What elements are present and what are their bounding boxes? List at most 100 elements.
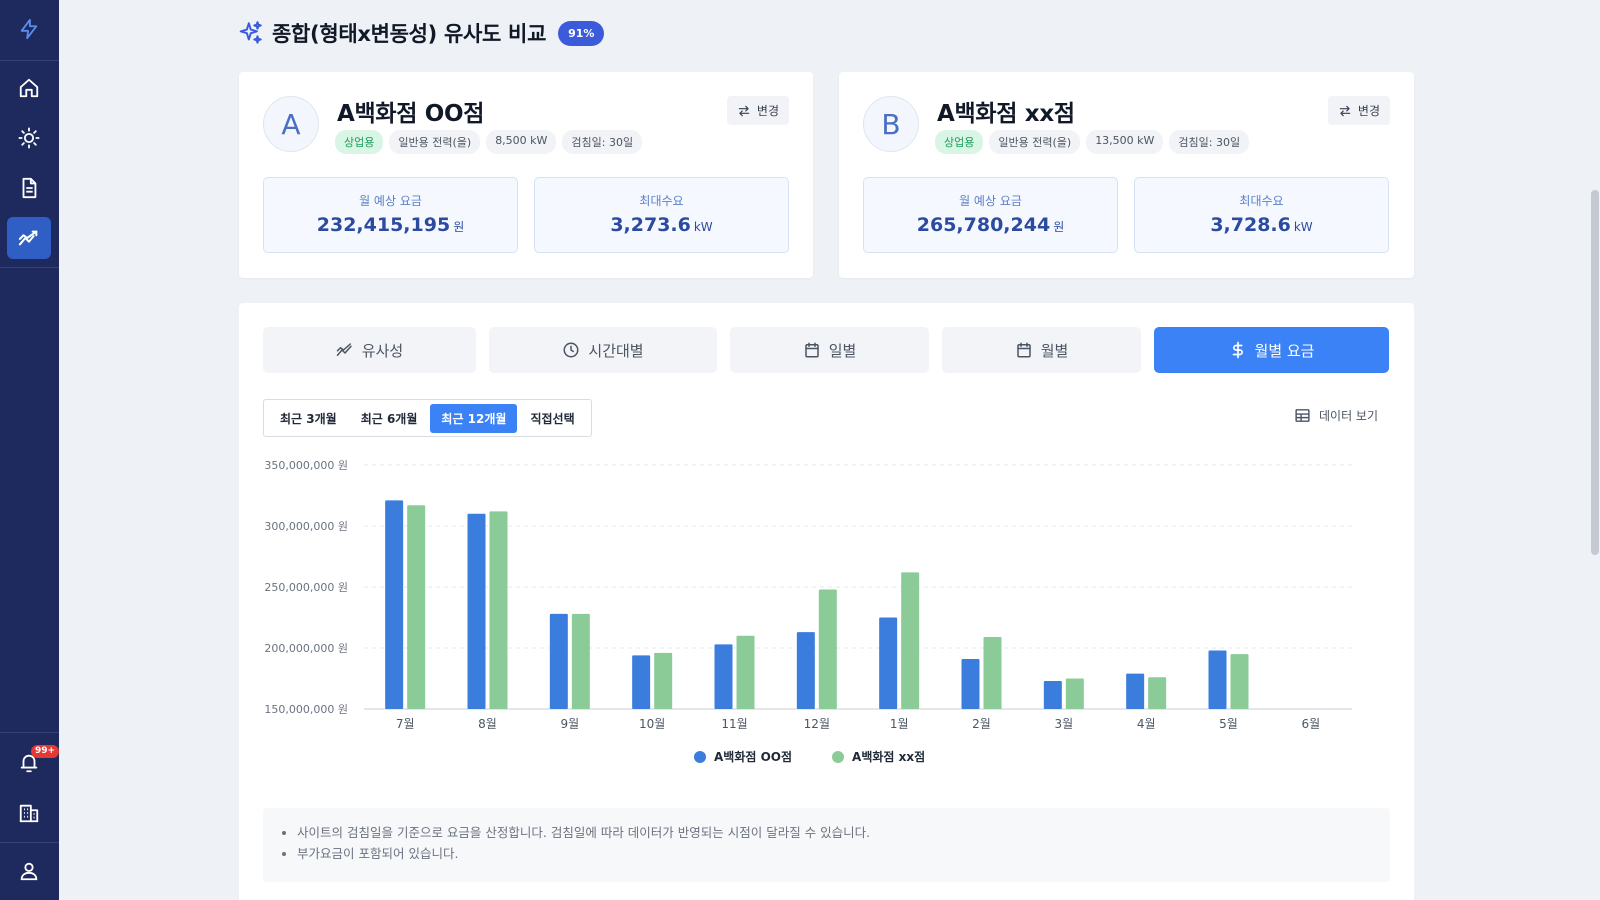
monthly-fee-chart: 350,000,000 원 300,000,000 원 250,000,000 원 2… xyxy=(264,459,1352,731)
bar-site-a xyxy=(632,655,651,709)
app-logo[interactable] xyxy=(7,8,51,50)
sun-icon xyxy=(18,127,40,149)
site-name: A백화점 xx점 xyxy=(937,101,1075,127)
building-icon xyxy=(19,804,39,823)
y-tick-label: 350,000,000 원 xyxy=(264,459,348,472)
bar-site-a xyxy=(796,632,815,709)
calendar-icon xyxy=(1016,342,1031,358)
x-tick-label: 7월 xyxy=(396,717,415,731)
user-icon xyxy=(20,862,38,881)
monthly-fee-stat: 월 예상 요금 232,415,195 원 xyxy=(263,177,518,253)
notification-count-badge: 99+ xyxy=(31,745,60,758)
x-tick-label: 5월 xyxy=(1219,717,1238,731)
site-card-b: B A백화점 xx점 상업용 일반용 전력(을) 13,500 kW 검침일: … xyxy=(839,72,1414,278)
stat-label: 최대수요 xyxy=(1239,194,1284,208)
x-tick-label: 2월 xyxy=(972,717,991,731)
sidebar-item-reports[interactable] xyxy=(7,167,51,209)
period-selector: 최근 3개월 최근 6개월 최근 12개월 직접선택 xyxy=(263,399,592,437)
change-site-button[interactable]: 변경 xyxy=(1327,96,1390,125)
data-view-button[interactable]: 데이터 보기 xyxy=(1294,407,1378,424)
x-tick-label: 9월 xyxy=(560,717,579,731)
sidebar: 99+ xyxy=(0,0,60,900)
legend-item: A백화점 xx점 xyxy=(832,748,925,765)
page-header: 종합(형태x변동성) 유사도 비교 91% xyxy=(238,16,605,50)
tab-label: 월별 xyxy=(1040,341,1069,360)
y-tick-label: 300,000,000 원 xyxy=(264,520,348,533)
site-avatar: B xyxy=(863,96,919,152)
stat-unit: kW xyxy=(693,220,713,234)
x-tick-label: 12월 xyxy=(804,717,830,731)
bar-site-b xyxy=(654,652,673,709)
bar-site-a xyxy=(385,500,404,709)
tab-label: 일별 xyxy=(828,341,857,360)
change-site-button[interactable]: 변경 xyxy=(726,96,789,125)
bar-site-a xyxy=(879,617,898,709)
home-icon xyxy=(19,78,39,98)
trend-chart-icon xyxy=(18,230,38,246)
period-3-months-button[interactable]: 최근 3개월 xyxy=(280,411,337,426)
page-scrollbar[interactable] xyxy=(1590,0,1600,900)
contract-power-tag: 8,500 kW xyxy=(486,130,557,154)
site-tags: 상업용 일반용 전력(을) 8,500 kW 검침일: 30일 xyxy=(335,130,643,154)
y-tick-label: 250,000,000 원 xyxy=(264,581,348,594)
peak-demand-stat: 최대수요 3,273.6 kW xyxy=(534,177,789,253)
stat-label: 월 예상 요금 xyxy=(959,194,1022,208)
document-icon xyxy=(22,177,37,199)
category-tag: 상업용 xyxy=(935,130,984,154)
legend-dot xyxy=(694,750,706,763)
bar-site-a xyxy=(549,613,568,709)
x-tick-label: 6월 xyxy=(1301,717,1320,731)
x-tick-label: 10월 xyxy=(639,717,665,731)
bar-site-b xyxy=(1065,678,1084,709)
x-tick-label: 8월 xyxy=(478,717,497,731)
y-tick-label: 150,000,000 원 xyxy=(264,703,348,716)
sparkle-icon xyxy=(239,21,262,44)
similarity-badge: 91% xyxy=(558,20,605,46)
stat-value: 265,780,244 xyxy=(916,214,1051,236)
period-6-months-button[interactable]: 최근 6개월 xyxy=(360,411,418,426)
scrollbar-thumb[interactable] xyxy=(1591,190,1599,555)
stat-label: 최대수요 xyxy=(639,194,684,208)
table-icon xyxy=(1295,409,1310,422)
sidebar-item-analysis[interactable] xyxy=(7,217,51,259)
site-tags: 상업용 일반용 전력(을) 13,500 kW 검침일: 30일 xyxy=(935,130,1250,154)
period-custom-button[interactable]: 직접선택 xyxy=(530,411,575,426)
x-tick-label: 11월 xyxy=(721,717,747,731)
page-title: 종합(형태x변동성) 유사도 비교 xyxy=(272,22,547,46)
change-button-label: 변경 xyxy=(1357,104,1380,118)
tab-hourly[interactable]: 시간대별 xyxy=(489,327,717,373)
legend-item: A백화점 OO점 xyxy=(694,748,792,765)
tab-monthly[interactable]: 월별 xyxy=(942,327,1141,373)
legend-dot xyxy=(832,750,845,763)
stat-value: 3,728.6 xyxy=(1210,214,1291,236)
bar-site-b xyxy=(407,505,426,709)
tab-label: 시간대별 xyxy=(588,341,644,360)
sidebar-item-notifications[interactable]: 99+ xyxy=(7,742,60,784)
notification-bell-icon xyxy=(20,754,38,773)
note-item: 사이트의 검침일을 기준으로 요금을 산정합니다. 검침일에 따라 데이터가 반… xyxy=(297,822,1372,843)
rate-plan-tag: 일반용 전력(을) xyxy=(389,130,481,154)
dollar-icon xyxy=(1232,341,1243,359)
tab-label: 월별 요금 xyxy=(1254,341,1315,360)
comparison-panel: 유사성 시간대별 일별 월별 월별 요금 최근 3개월 최근 6개월 최근 12… xyxy=(239,303,1414,900)
meter-reading-day-tag: 검침일: 30일 xyxy=(1169,130,1250,154)
bar-site-b xyxy=(818,589,837,709)
bar-site-b xyxy=(983,637,1002,709)
site-card-a: A A백화점 OO점 상업용 일반용 전력(을) 8,500 kW 검침일: 3… xyxy=(239,72,813,278)
chart-legend: A백화점 OO점 A백화점 xx점 xyxy=(694,748,925,765)
tab-monthly-fee[interactable]: 월별 요금 xyxy=(1154,327,1389,373)
x-tick-label: 3월 xyxy=(1054,717,1073,731)
bar-site-a xyxy=(467,513,486,709)
sidebar-item-sites[interactable] xyxy=(7,792,51,834)
sidebar-item-solar[interactable] xyxy=(7,117,51,159)
x-tick-label: 4월 xyxy=(1137,717,1156,731)
period-12-months-button[interactable]: 최근 12개월 xyxy=(430,403,518,433)
tab-similarity[interactable]: 유사성 xyxy=(263,327,476,373)
bar-site-b xyxy=(1230,654,1249,709)
rate-plan-tag: 일반용 전력(을) xyxy=(989,130,1081,154)
stat-unit: 원 xyxy=(1053,220,1065,234)
sidebar-item-profile[interactable] xyxy=(7,850,51,892)
tab-daily[interactable]: 일별 xyxy=(730,327,929,373)
sidebar-item-home[interactable] xyxy=(7,67,51,109)
stat-value: 3,273.6 xyxy=(610,214,691,236)
